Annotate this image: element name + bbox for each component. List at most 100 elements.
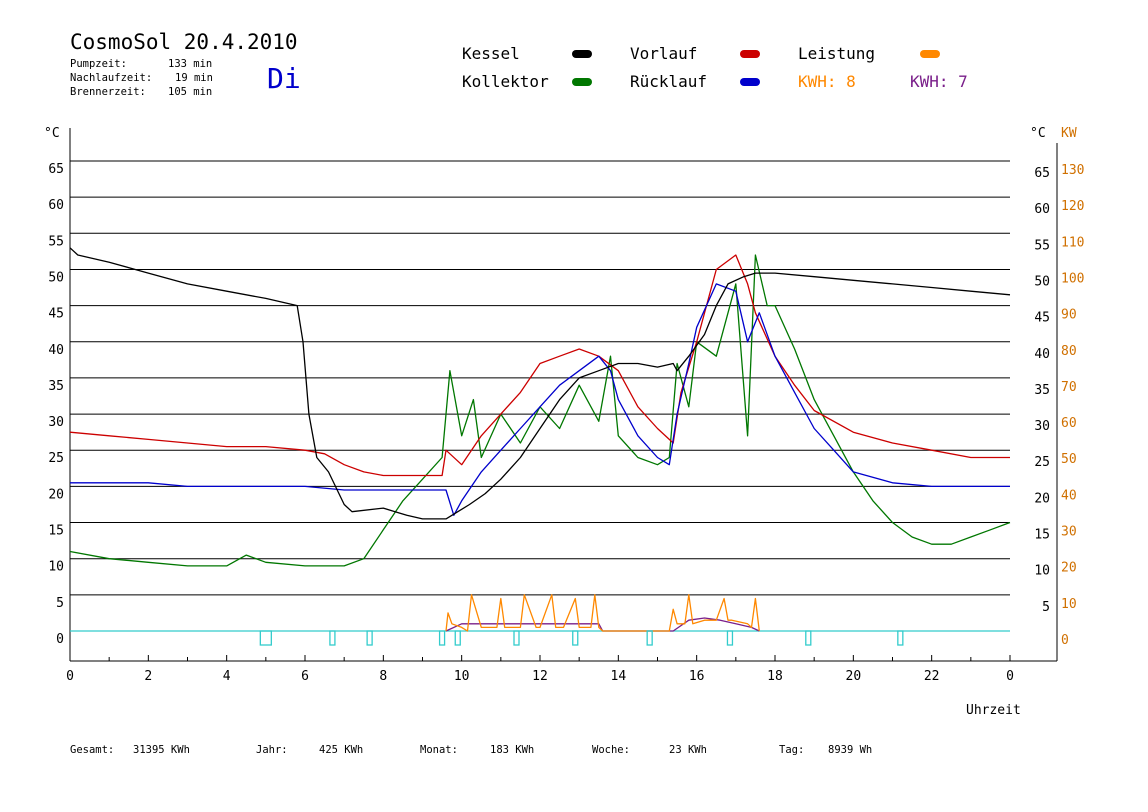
x-tick-label: 8 bbox=[379, 669, 387, 684]
y-tick-label-left: 0 bbox=[56, 632, 64, 647]
stat-brenner-label: Brennerzeit: bbox=[70, 86, 146, 98]
legend-vorlauf-swatch bbox=[740, 50, 760, 58]
y-tick-label-right: 20 bbox=[1034, 491, 1050, 506]
legend-kwh-purple: KWH: 7 bbox=[910, 72, 968, 91]
x-tick-label: 0 bbox=[66, 669, 74, 684]
footer-tag-value: 8939 Wh bbox=[828, 744, 873, 756]
kw-tick-label: 20 bbox=[1061, 561, 1077, 576]
kw-tick-label: 10 bbox=[1061, 597, 1077, 612]
x-tick-label: 0 bbox=[1006, 669, 1014, 684]
footer-jahr-label: Jahr: bbox=[256, 744, 288, 756]
y-tick-label-right: 45 bbox=[1034, 311, 1050, 326]
pump-marker bbox=[454, 630, 461, 646]
y-tick-label-left: 25 bbox=[48, 451, 64, 466]
kw-tick-label: 80 bbox=[1061, 344, 1077, 359]
kw-tick-label: 110 bbox=[1061, 235, 1084, 250]
y-tick-label-left: 20 bbox=[48, 487, 64, 502]
x-tick-label: 22 bbox=[924, 669, 940, 684]
pump-marker bbox=[438, 630, 446, 646]
y-tick-label-right: 50 bbox=[1034, 274, 1050, 289]
series-line-vorlauf bbox=[69, 254, 1010, 477]
pump-marker bbox=[366, 630, 373, 646]
y-tick-label-left: 35 bbox=[48, 379, 64, 394]
y-tick-label-right: 10 bbox=[1034, 564, 1050, 579]
stat-nachlauf-label: Nachlaufzeit: bbox=[70, 72, 153, 84]
kw-tick-label: 0 bbox=[1061, 633, 1069, 648]
series-line-kessel bbox=[69, 247, 1011, 520]
chart-title: CosmoSol 20.4.2010 bbox=[70, 30, 298, 54]
kw-tick-label: 100 bbox=[1061, 271, 1084, 286]
footer-woche-label: Woche: bbox=[592, 744, 630, 756]
pump-marker bbox=[726, 630, 734, 646]
kw-axis-unit: KW bbox=[1061, 126, 1077, 141]
y-tick-label-left: 15 bbox=[48, 524, 64, 539]
footer-monat-value: 183 KWh bbox=[490, 744, 535, 756]
kw-tick-label: 70 bbox=[1061, 380, 1077, 395]
footer-monat-label: Monat: bbox=[420, 744, 458, 756]
x-tick-label: 6 bbox=[301, 669, 309, 684]
kw-tick-label: 60 bbox=[1061, 416, 1077, 431]
footer-gesamt-label: Gesamt: bbox=[70, 744, 115, 756]
x-tick-label: 16 bbox=[689, 669, 705, 684]
legend-kessel: Kessel bbox=[462, 44, 520, 63]
series-line-kollektor bbox=[69, 254, 1011, 567]
y-tick-label-right: 25 bbox=[1034, 455, 1050, 470]
legend-ruecklauf-swatch bbox=[740, 78, 760, 86]
y-tick-label-right: 40 bbox=[1034, 347, 1050, 362]
y-tick-label-left: 10 bbox=[48, 560, 64, 575]
x-tick-label: 4 bbox=[223, 669, 231, 684]
kw-tick-label: 130 bbox=[1061, 163, 1084, 178]
series-line-ruecklauf bbox=[70, 283, 1010, 516]
y-tick-label-right: 35 bbox=[1034, 383, 1050, 398]
series-line-leistung bbox=[445, 594, 760, 632]
y-tick-label-left: 5 bbox=[56, 596, 64, 611]
pump-marker bbox=[513, 630, 520, 646]
y-tick-label-right: 30 bbox=[1034, 419, 1050, 434]
x-tick-label: 2 bbox=[144, 669, 152, 684]
kw-tick-label: 90 bbox=[1061, 308, 1077, 323]
legend-kwh-orange: KWH: 8 bbox=[798, 72, 856, 91]
y-tick-label-left: 30 bbox=[48, 415, 64, 430]
pump-marker bbox=[259, 630, 272, 646]
y-tick-label-right: 15 bbox=[1034, 528, 1050, 543]
legend-kollektor: Kollektor bbox=[462, 72, 549, 91]
pump-marker bbox=[646, 630, 653, 646]
pump-marker bbox=[572, 630, 579, 646]
y-tick-label-left: 65 bbox=[48, 162, 64, 177]
kw-tick-label: 40 bbox=[1061, 488, 1077, 503]
y-tick-label-right: 55 bbox=[1034, 238, 1050, 253]
footer-gesamt-value: 31395 KWh bbox=[133, 744, 190, 756]
y-tick-label-left: 60 bbox=[48, 198, 64, 213]
y-tick-label-right: 60 bbox=[1034, 202, 1050, 217]
y-tick-label-right: 65 bbox=[1034, 166, 1050, 181]
footer-tag-label: Tag: bbox=[779, 744, 805, 756]
y-tick-label-left: 55 bbox=[48, 234, 64, 249]
y-tick-label-left: 50 bbox=[48, 270, 64, 285]
x-tick-label: 10 bbox=[454, 669, 470, 684]
weekday-label: Di bbox=[267, 62, 301, 95]
y-axis-unit-left: °C bbox=[44, 126, 60, 141]
stat-brenner-value: 105 min bbox=[168, 86, 213, 98]
stat-pumpzeit-value: 133 min bbox=[168, 58, 213, 70]
legend-leistung: Leistung bbox=[798, 44, 876, 63]
kw-tick-label: 30 bbox=[1061, 525, 1077, 540]
footer-jahr-value: 425 KWh bbox=[319, 744, 364, 756]
x-tick-label: 20 bbox=[846, 669, 862, 684]
legend-ruecklauf: Rücklauf bbox=[630, 72, 708, 91]
legend-kollektor-swatch bbox=[572, 78, 592, 86]
stat-nachlauf-value: 19 min bbox=[175, 72, 213, 84]
y-tick-label-right: 5 bbox=[1042, 600, 1050, 615]
x-tick-label: 14 bbox=[611, 669, 627, 684]
x-axis-label: Uhrzeit bbox=[966, 703, 1021, 718]
y-tick-label-left: 40 bbox=[48, 343, 64, 358]
x-tick-label: 18 bbox=[767, 669, 783, 684]
pump-marker bbox=[897, 630, 904, 646]
stat-pumpzeit-label: Pumpzeit: bbox=[70, 58, 127, 70]
legend-vorlauf: Vorlauf bbox=[630, 44, 698, 63]
footer-woche-value: 23 KWh bbox=[669, 744, 707, 756]
legend-kessel-swatch bbox=[572, 50, 592, 58]
y-axis-unit-right: °C bbox=[1030, 126, 1046, 141]
pump-marker bbox=[329, 630, 336, 646]
kw-tick-label: 120 bbox=[1061, 199, 1084, 214]
